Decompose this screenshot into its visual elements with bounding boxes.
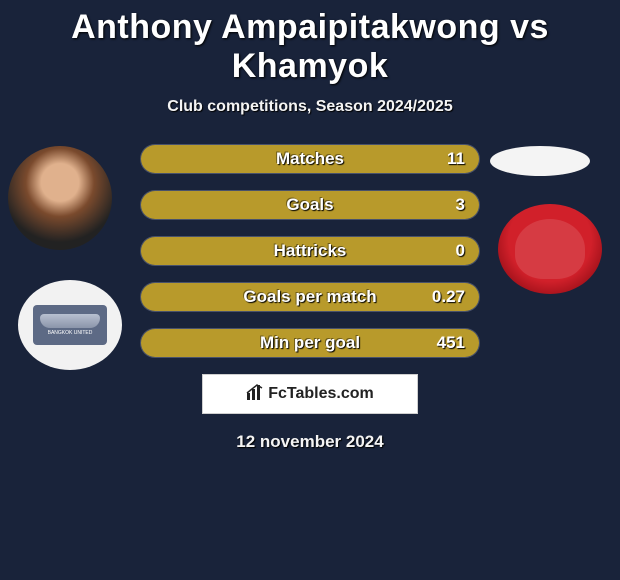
stat-bar: Hattricks0 xyxy=(140,236,480,266)
stat-label: Min per goal xyxy=(141,333,479,353)
stat-label: Goals xyxy=(141,195,479,215)
club2-logo xyxy=(515,219,585,279)
stat-value: 11 xyxy=(447,149,465,169)
stat-value: 0.27 xyxy=(432,287,465,307)
stat-label: Matches xyxy=(141,149,479,169)
date-text: 12 november 2024 xyxy=(0,432,620,452)
stat-label: Hattricks xyxy=(141,241,479,261)
stat-value: 3 xyxy=(456,195,465,215)
club1-logo-wing xyxy=(40,314,100,328)
comparison-panel: BANGKOK UNITED Matches11Goals3Hattricks0… xyxy=(0,144,620,452)
stat-label: Goals per match xyxy=(141,287,479,307)
stat-bar: Min per goal451 xyxy=(140,328,480,358)
stat-bar: Matches11 xyxy=(140,144,480,174)
club1-logo: BANGKOK UNITED xyxy=(33,305,107,345)
stat-value: 451 xyxy=(437,333,465,353)
stat-bar: Goals3 xyxy=(140,190,480,220)
club1-label: BANGKOK UNITED xyxy=(48,330,93,336)
player1-photo xyxy=(8,146,112,250)
subtitle: Club competitions, Season 2024/2025 xyxy=(0,98,620,116)
source-text: FcTables.com xyxy=(268,385,374,403)
stat-bars: Matches11 Goals3 Hattricks0 Goals per match… xyxy=(140,144,480,358)
stat-bar: Goals per match0.27 xyxy=(140,282,480,312)
page-title: Anthony Ampaipitakwong vs Khamyok xyxy=(0,0,620,86)
player2-photo xyxy=(490,146,590,176)
source-box[interactable]: FcTables.com xyxy=(202,374,418,414)
player1-club-badge: BANGKOK UNITED xyxy=(18,280,122,370)
stat-value: 0 xyxy=(456,241,465,261)
player2-club-badge xyxy=(498,204,602,294)
chart-icon xyxy=(246,383,264,406)
